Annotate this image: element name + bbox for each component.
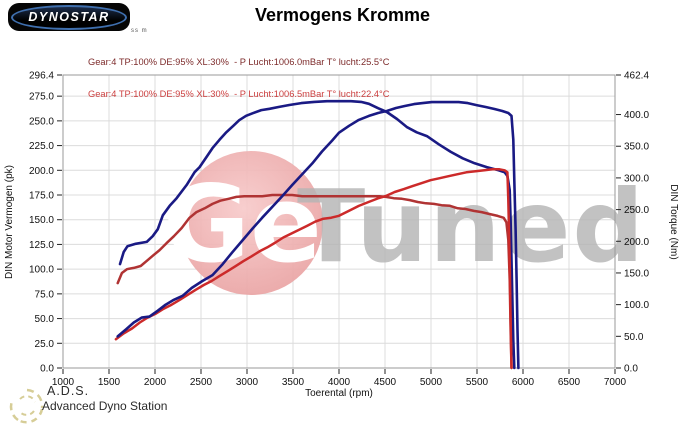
- svg-text:75.0: 75.0: [35, 289, 55, 300]
- svg-text:200.0: 200.0: [29, 166, 54, 177]
- dynostar-logo: DYNOSTAR: [8, 3, 130, 31]
- watermark-text-right: Tuned: [297, 168, 646, 285]
- svg-text:125.0: 125.0: [29, 240, 54, 251]
- svg-text:275.0: 275.0: [29, 92, 54, 103]
- svg-text:350.0: 350.0: [624, 142, 649, 153]
- y-left-axis-title: DIN Motor Vermogen (pk): [4, 165, 15, 279]
- y-right-axis-title: DIN Torque (Nm): [668, 184, 679, 259]
- svg-text:4500: 4500: [374, 377, 397, 388]
- axes: 0.0 25.0 50.0 75.0 100.0 125.0 150.0 175.0 200.0…: [4, 71, 679, 400]
- svg-text:50.0: 50.0: [624, 332, 644, 343]
- x-axis-title: Toerental (rpm): [305, 388, 373, 399]
- power-run2-curve: [114, 168, 513, 370]
- svg-text:150.0: 150.0: [624, 268, 649, 279]
- svg-text:462.4: 462.4: [624, 71, 649, 82]
- watermark-circle: [179, 151, 323, 295]
- svg-text:50.0: 50.0: [35, 314, 55, 325]
- svg-text:0.0: 0.0: [40, 364, 54, 375]
- svg-text:6000: 6000: [512, 377, 535, 388]
- svg-text:100.0: 100.0: [29, 265, 54, 276]
- dynostar-logo-oval: DYNOSTAR: [11, 4, 127, 30]
- svg-text:296.4: 296.4: [29, 71, 54, 82]
- svg-text:150.0: 150.0: [29, 215, 54, 226]
- svg-text:200.0: 200.0: [624, 237, 649, 248]
- logo-subtext: ss m: [131, 28, 148, 34]
- svg-text:175.0: 175.0: [29, 191, 54, 202]
- legend-run1: Gear:4 TP:100% DE:95% XL:30% - P Lucht:1…: [88, 57, 390, 67]
- ads-logo-icon: [9, 388, 44, 424]
- plot-frame: [62, 74, 616, 369]
- legend: Gear:4 TP:100% DE:95% XL:30% - P Lucht:1…: [88, 36, 390, 120]
- legend-run2: Gear:4 TP:100% DE:95% XL:30% - P Lucht:1…: [88, 88, 390, 99]
- svg-text:1500: 1500: [98, 377, 121, 388]
- ads-brand-name: Advanced Dyno Station: [42, 399, 168, 413]
- svg-text:300.0: 300.0: [624, 173, 649, 184]
- svg-text:4000: 4000: [328, 377, 351, 388]
- svg-text:250.0: 250.0: [29, 116, 54, 127]
- dynostar-logo-text: DYNOSTAR: [28, 9, 110, 24]
- svg-text:0.0: 0.0: [624, 364, 638, 375]
- watermark-text-left: Ge: [163, 163, 322, 286]
- svg-text:2000: 2000: [144, 377, 167, 388]
- svg-text:1000: 1000: [52, 377, 75, 388]
- svg-text:250.0: 250.0: [624, 205, 649, 216]
- power-run1-curve: [116, 100, 520, 370]
- svg-text:5500: 5500: [466, 377, 489, 388]
- torque-run2-curve: [116, 193, 513, 370]
- ads-brand-abbr: A.D.S.: [47, 384, 90, 398]
- page-title: Vermogens Kromme: [254, 5, 431, 25]
- svg-text:100.0: 100.0: [624, 300, 649, 311]
- svg-text:400.0: 400.0: [624, 110, 649, 121]
- svg-text:7000: 7000: [604, 377, 627, 388]
- svg-text:3500: 3500: [282, 377, 305, 388]
- svg-text:3000: 3000: [236, 377, 259, 388]
- svg-text:225.0: 225.0: [29, 141, 54, 152]
- svg-text:5000: 5000: [420, 377, 443, 388]
- svg-text:25.0: 25.0: [35, 339, 55, 350]
- svg-text:2500: 2500: [190, 377, 213, 388]
- svg-text:6500: 6500: [558, 377, 581, 388]
